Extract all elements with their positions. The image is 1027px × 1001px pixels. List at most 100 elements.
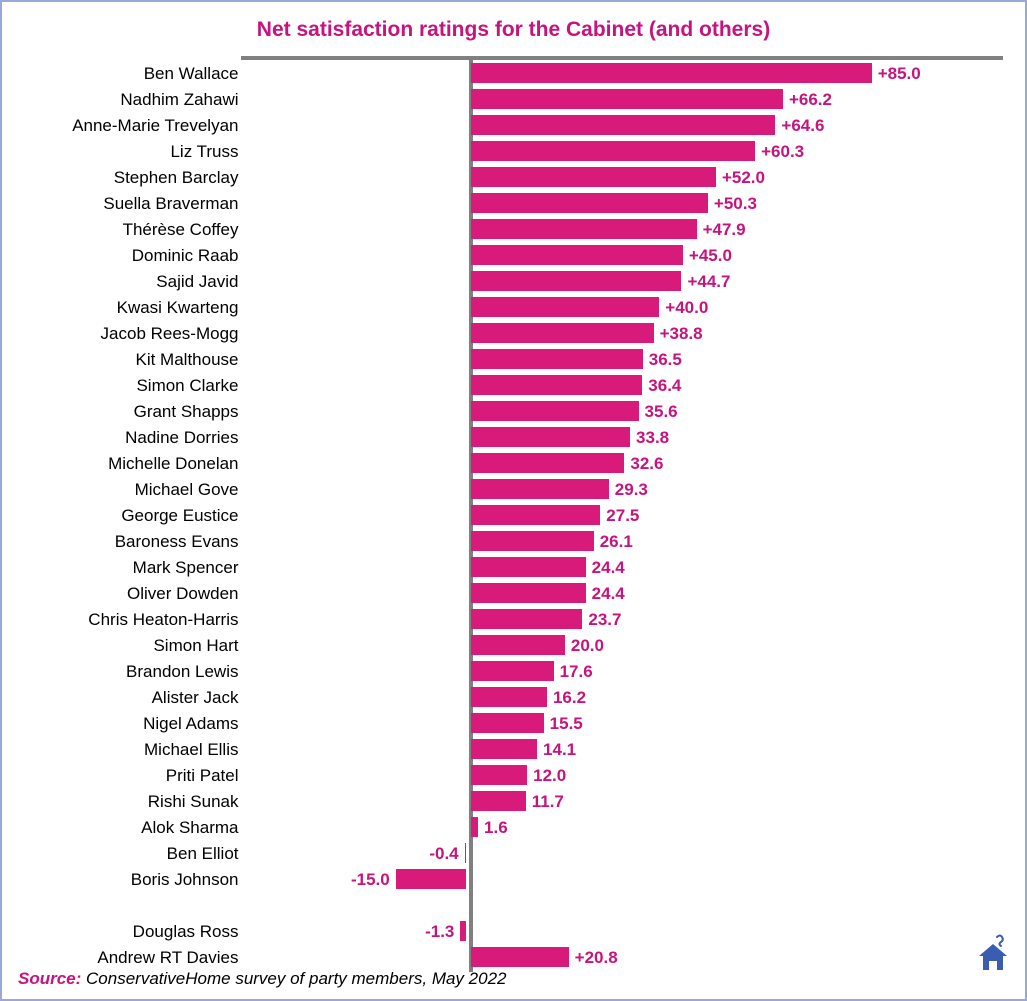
entry-value: 24.4 <box>592 584 625 604</box>
bar <box>471 687 547 707</box>
bar <box>471 63 872 83</box>
chart-title: Net satisfaction ratings for the Cabinet… <box>18 18 1009 42</box>
entry-value: -0.4 <box>429 844 458 864</box>
bar <box>471 765 528 785</box>
entry-name: Nadine Dorries <box>39 428 239 448</box>
entry-name: Michael Gove <box>39 480 239 500</box>
chart-row: Simon Hart 20.0 <box>39 635 1009 655</box>
bar <box>471 609 583 629</box>
chart-row: Jacob Rees-Mogg+38.8 <box>39 323 1009 343</box>
entry-name: Ben Wallace <box>39 64 239 84</box>
chart-row: Boris Johnson-15.0 <box>39 869 1009 889</box>
entry-name: Brandon Lewis <box>39 662 239 682</box>
entry-name: Ben Elliot <box>39 844 239 864</box>
chart-row: Baroness Evans26.1 <box>39 531 1009 551</box>
entry-value: 16.2 <box>553 688 586 708</box>
chart-row: Thérèse Coffey+47.9 <box>39 219 1009 239</box>
bar <box>471 583 586 603</box>
entry-value: +85.0 <box>878 64 921 84</box>
entry-name: Mark Spencer <box>39 558 239 578</box>
entry-name: Andrew RT Davies <box>39 948 239 968</box>
chart-row: Chris Heaton-Harris23.7 <box>39 609 1009 629</box>
bar <box>471 323 654 343</box>
entry-value: 27.5 <box>606 506 639 526</box>
entry-name: Liz Truss <box>39 142 239 162</box>
entry-name: Michael Ellis <box>39 740 239 760</box>
entry-name: Grant Shapps <box>39 402 239 422</box>
chart-row: Mark Spencer 24.4 <box>39 557 1009 577</box>
entry-name: Rishi Sunak <box>39 792 239 812</box>
bar <box>471 219 697 239</box>
entry-name: Priti Patel <box>39 766 239 786</box>
bar <box>471 505 601 525</box>
entry-value: 35.6 <box>645 402 678 422</box>
conservativehome-logo-icon <box>975 934 1011 977</box>
chart-row: Brandon Lewis17.6 <box>39 661 1009 681</box>
chart-row: Dominic Raab+45.0 <box>39 245 1009 265</box>
entry-value: 14.1 <box>543 740 576 760</box>
chart-row: Liz Truss +60.3 <box>39 141 1009 161</box>
bar <box>471 531 594 551</box>
bar <box>471 297 660 317</box>
chart-row: Suella Braverman +50.3 <box>39 193 1009 213</box>
chart-row: Rishi Sunak 11.7 <box>39 791 1009 811</box>
chart-row: Douglas Ross-1.3 <box>39 921 1009 941</box>
x-axis-line <box>241 56 1003 60</box>
entry-value: 15.5 <box>550 714 583 734</box>
entry-value: +64.6 <box>781 116 824 136</box>
bar <box>396 869 467 889</box>
bar <box>471 349 643 369</box>
chart-row: Nadhim Zahawi+66.2 <box>39 89 1009 109</box>
chart-row: Michael Gove 29.3 <box>39 479 1009 499</box>
entry-value: 20.0 <box>571 636 604 656</box>
bar <box>471 817 479 837</box>
entry-name: Suella Braverman <box>39 194 239 214</box>
entry-name: Thérèse Coffey <box>39 220 239 240</box>
entry-value: +40.0 <box>665 298 708 318</box>
bar <box>471 427 631 447</box>
entry-value: 26.1 <box>600 532 633 552</box>
chart-row: Andrew RT Davies+20.8 <box>39 947 1009 967</box>
entry-value: +50.3 <box>714 194 757 214</box>
chart-row: Kwasi Kwarteng+40.0 <box>39 297 1009 317</box>
bar <box>471 271 682 291</box>
chart-row: Michelle Donelan32.6 <box>39 453 1009 473</box>
chart-row: Kit Malthouse36.5 <box>39 349 1009 369</box>
chart-row: George Eustice27.5 <box>39 505 1009 525</box>
entry-name: Simon Hart <box>39 636 239 656</box>
bar <box>471 947 569 967</box>
bar <box>471 713 544 733</box>
bar <box>471 193 708 213</box>
entry-name: Nigel Adams <box>39 714 239 734</box>
chart-row: Ben Wallace +85.0 <box>39 63 1009 83</box>
bar <box>460 921 466 941</box>
entry-name: Jacob Rees-Mogg <box>39 324 239 344</box>
chart-row: Ben Elliot -0.4 <box>39 843 1009 863</box>
entry-value: +60.3 <box>761 142 804 162</box>
entry-name: Anne-Marie Trevelyan <box>39 116 239 136</box>
bar <box>471 479 609 499</box>
entry-name: Michelle Donelan <box>39 454 239 474</box>
entry-value: -1.3 <box>425 922 454 942</box>
chart-row: Michael Ellis 14.1 <box>39 739 1009 759</box>
chart-row: Alister Jack16.2 <box>39 687 1009 707</box>
entry-name: Nadhim Zahawi <box>39 90 239 110</box>
entry-name: Oliver Dowden <box>39 584 239 604</box>
entry-value: 24.4 <box>592 558 625 578</box>
entry-name: Boris Johnson <box>39 870 239 890</box>
chart-row: Oliver Dowden 24.4 <box>39 583 1009 603</box>
entry-value: 29.3 <box>615 480 648 500</box>
entry-value: 11.7 <box>532 792 564 812</box>
bar <box>471 739 538 759</box>
entry-value: 36.4 <box>648 376 681 396</box>
source-label: Source: <box>18 969 81 988</box>
bar <box>471 141 756 161</box>
entry-name: Dominic Raab <box>39 246 239 266</box>
bar <box>465 843 467 863</box>
entry-value: 23.7 <box>588 610 621 630</box>
entry-value: 1.6 <box>484 818 508 838</box>
bar <box>471 115 776 135</box>
bar <box>471 401 639 421</box>
chart-row: Anne-Marie Trevelyan +64.6 <box>39 115 1009 135</box>
entry-name: Simon Clarke <box>39 376 239 396</box>
